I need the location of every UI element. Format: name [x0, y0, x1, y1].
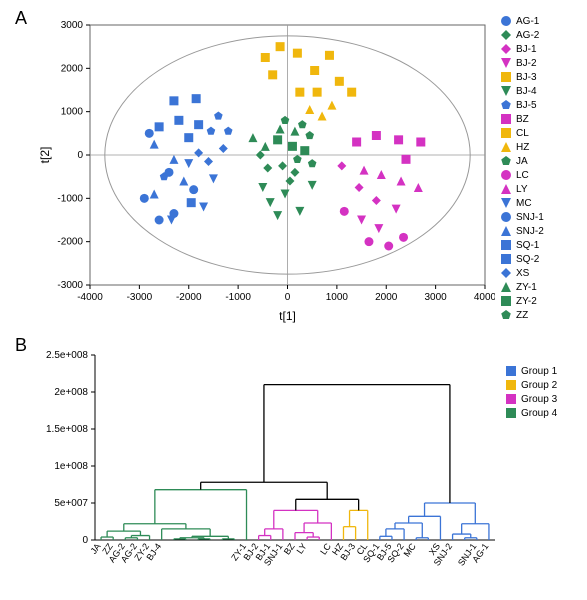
legend-item: JA: [500, 155, 544, 168]
legend-item: SNJ-2: [500, 225, 544, 238]
legend-item: ZY-1: [500, 281, 544, 294]
svg-text:1.5e+008: 1.5e+008: [46, 424, 88, 435]
legend-label: BJ-1: [516, 44, 537, 55]
svg-text:3000: 3000: [425, 292, 448, 303]
legend-item: CL: [500, 127, 544, 140]
legend-label: ZY-2: [516, 296, 537, 307]
legend-item: ZZ: [500, 309, 544, 322]
legend-item: BJ-2: [500, 57, 544, 70]
svg-text:3000: 3000: [61, 20, 84, 31]
legend-item: HZ: [500, 141, 544, 154]
legend-item: LY: [500, 183, 544, 196]
legend-label: SQ-1: [516, 240, 539, 251]
svg-text:4000: 4000: [474, 292, 495, 303]
svg-text:5e+007: 5e+007: [54, 498, 88, 509]
legend-item: BJ-4: [500, 85, 544, 98]
legend-item: BZ: [500, 113, 544, 126]
legend-label: ZZ: [516, 310, 528, 321]
svg-text:1000: 1000: [61, 107, 84, 118]
legend-item: BJ-3: [500, 71, 544, 84]
svg-text:-1000: -1000: [225, 292, 251, 303]
svg-text:0: 0: [82, 535, 88, 546]
legend-label: BJ-3: [516, 72, 537, 83]
svg-text:2.5e+008: 2.5e+008: [46, 350, 88, 361]
scatter-plot: -4000-3000-2000-100001000200030004000-30…: [35, 15, 495, 325]
panel-a-label: A: [15, 8, 27, 29]
legend-item: BJ-5: [500, 99, 544, 112]
legend-item: LC: [500, 169, 544, 182]
legend-item: Group 2: [505, 379, 557, 392]
legend-item: SNJ-1: [500, 211, 544, 224]
legend-label: BJ-4: [516, 86, 537, 97]
legend-label: AG-1: [516, 16, 539, 27]
svg-text:1e+008: 1e+008: [54, 461, 88, 472]
legend-label: HZ: [516, 142, 529, 153]
legend-label: BJ-2: [516, 58, 537, 69]
svg-text:0: 0: [77, 150, 83, 161]
svg-text:1000: 1000: [326, 292, 349, 303]
legend-label: LY: [516, 184, 528, 195]
svg-text:t[2]: t[2]: [38, 147, 52, 164]
legend-item: AG-1: [500, 15, 544, 28]
svg-text:-2000: -2000: [176, 292, 202, 303]
legend-label: ZY-1: [516, 282, 537, 293]
legend-label: BZ: [516, 114, 529, 125]
legend-label: Group 1: [521, 366, 557, 377]
svg-text:2e+008: 2e+008: [54, 387, 88, 398]
legend-item: SQ-2: [500, 253, 544, 266]
svg-text:-2000: -2000: [57, 237, 83, 248]
legend-item: Group 4: [505, 407, 557, 420]
legend-item: ZY-2: [500, 295, 544, 308]
dendrogram-legend: Group 1 Group 2 Group 3 Group 4: [505, 365, 557, 421]
legend-label: AG-2: [516, 30, 539, 41]
dendrogram: 05e+0071e+0081.5e+0082e+0082.5e+008JAZZA…: [25, 350, 500, 595]
legend-item: BJ-1: [500, 43, 544, 56]
svg-text:t[1]: t[1]: [279, 309, 296, 323]
svg-text:MC: MC: [402, 541, 419, 559]
legend-label: XS: [516, 268, 529, 279]
svg-text:2000: 2000: [375, 292, 398, 303]
legend-item: AG-2: [500, 29, 544, 42]
legend-label: Group 2: [521, 380, 557, 391]
legend-item: SQ-1: [500, 239, 544, 252]
legend-item: XS: [500, 267, 544, 280]
legend-label: Group 4: [521, 408, 557, 419]
svg-text:LY: LY: [295, 541, 309, 555]
svg-text:0: 0: [285, 292, 291, 303]
figure: A -4000-3000-2000-100001000200030004000-…: [0, 0, 587, 600]
legend-label: LC: [516, 170, 529, 181]
legend-label: SQ-2: [516, 254, 539, 265]
legend-label: SNJ-2: [516, 226, 544, 237]
svg-text:-3000: -3000: [127, 292, 153, 303]
legend-label: BJ-5: [516, 100, 537, 111]
svg-text:-1000: -1000: [57, 193, 83, 204]
legend-label: CL: [516, 128, 529, 139]
legend-label: MC: [516, 198, 532, 209]
legend-item: Group 3: [505, 393, 557, 406]
legend-item: Group 1: [505, 365, 557, 378]
svg-text:-4000: -4000: [77, 292, 103, 303]
legend-item: MC: [500, 197, 544, 210]
legend-label: SNJ-1: [516, 212, 544, 223]
legend-label: Group 3: [521, 394, 557, 405]
svg-text:2000: 2000: [61, 63, 84, 74]
scatter-legend: AG-1 AG-2 BJ-1 BJ-2 BJ-3 BJ-4 BJ-5 BZ CL HZ JA LC LY…: [500, 15, 544, 323]
svg-text:-3000: -3000: [57, 280, 83, 291]
legend-label: JA: [516, 156, 528, 167]
